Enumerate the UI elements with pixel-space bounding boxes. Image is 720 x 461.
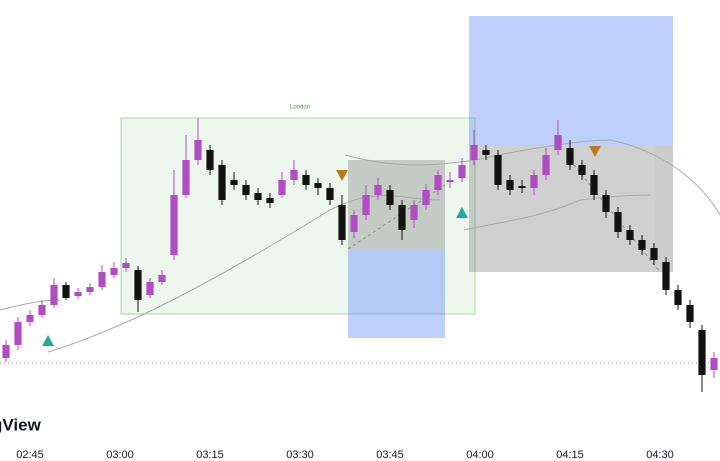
candle-body [26,315,34,322]
stop-zone [469,145,673,272]
candle-body [506,180,514,190]
candle-body [134,270,142,300]
candle-body [626,230,634,240]
candle-body [638,240,646,250]
candle-body [470,145,478,160]
candle-body [290,170,298,180]
watermark: gView [0,415,42,434]
candle-body [230,180,238,185]
candle-body [218,165,226,200]
candle-body [362,195,370,215]
moving-average [47,195,441,353]
candle-body [194,140,202,160]
candle-body [62,285,70,298]
candle-body [386,190,394,205]
candle-body [158,275,166,282]
candle-body [74,292,82,296]
candle-body [434,175,442,190]
candle-body [542,155,550,175]
candle-body [50,285,58,305]
candle-body [422,190,430,205]
x-tick-label: 03:15 [196,449,224,461]
candle-body [146,282,154,295]
x-tick-label: 04:30 [646,449,674,461]
candle-body [698,330,706,375]
buy-signal [42,335,54,346]
candle-body [410,205,418,220]
candle-body [110,268,118,275]
x-tick-label: 03:45 [376,449,404,461]
sell-signal [336,170,348,181]
candle-body [302,175,310,185]
candle-body [170,195,178,255]
x-tick-label: 02:45 [16,449,44,461]
candle-body [614,212,622,232]
sell-signal [589,146,601,157]
moving-average [344,139,720,216]
candle-body [710,358,718,370]
candle-body [674,290,682,305]
candle-body [554,135,562,150]
candle-body [98,272,106,287]
candle-body [518,186,526,188]
candle-body [254,193,262,200]
x-tick-label: 04:15 [556,449,584,461]
candle-body [350,215,358,232]
candle-body [278,180,286,195]
candle-body [374,185,382,195]
candle-body [182,160,190,195]
candle-body [206,150,214,170]
candle-body [650,248,658,260]
candle-body [314,183,322,188]
candle-body [398,205,406,230]
candle-body [578,165,586,175]
drawings: London gView [0,16,720,434]
candle-body [242,185,250,195]
buy-signal [456,207,468,218]
candle-body [602,195,610,212]
x-tick-label: 03:30 [286,449,314,461]
candle-body [662,262,670,290]
candle-body [266,198,274,203]
candle-body [446,180,454,182]
x-tick-label: 03:00 [106,449,134,461]
candle-body [122,263,130,268]
candle-body [482,150,490,155]
target-zone [348,249,445,338]
target-zone [469,16,673,145]
moving-average [463,194,651,231]
candle-body [686,305,694,322]
candle-body [2,345,10,358]
candle-body [566,148,574,165]
candle-body [458,165,466,178]
candle-body [38,305,46,315]
stop-zone-tail [655,145,673,272]
candle-body [14,322,22,345]
candle-body [338,205,346,240]
x-tick-label: 04:00 [466,449,494,461]
candle-body [326,188,334,200]
candle-body [86,287,94,292]
candle-body [494,155,502,185]
session-label: London [290,105,310,111]
candle-body [530,175,538,188]
candle-body [590,175,598,195]
